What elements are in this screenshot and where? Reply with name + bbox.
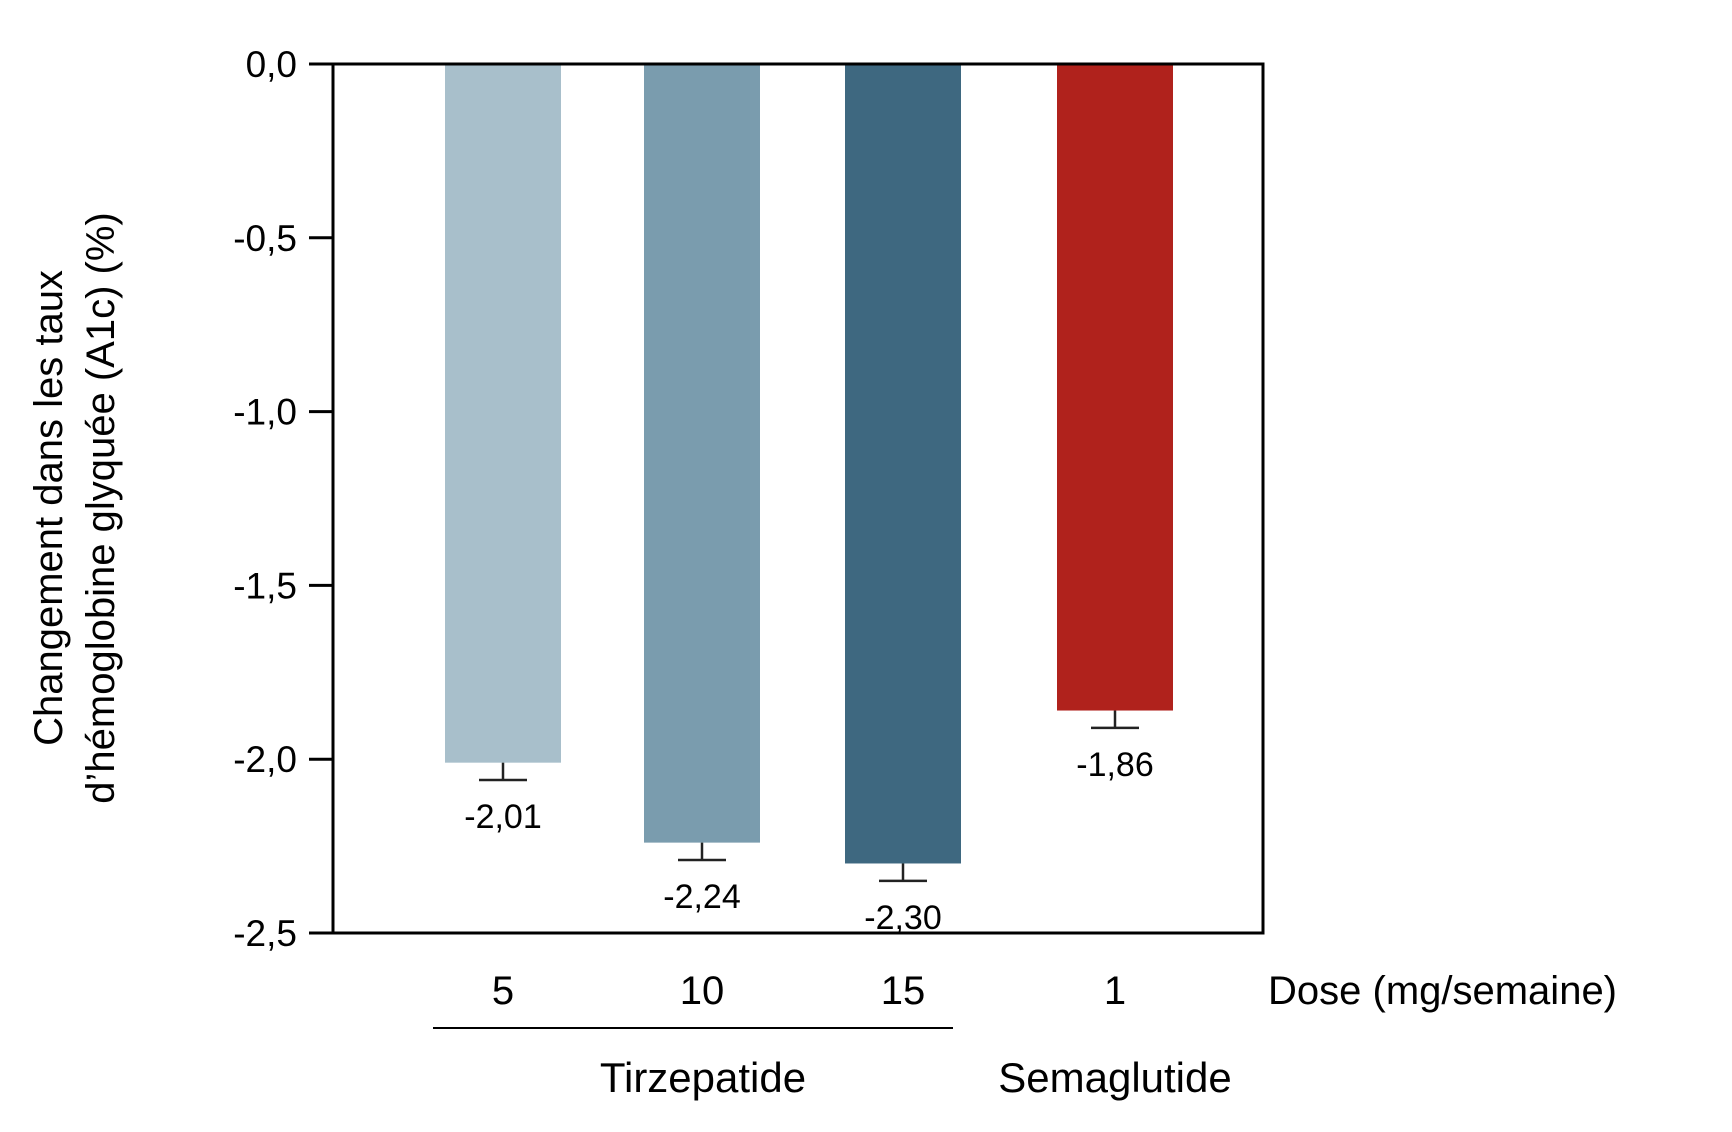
y-tick-label: -1,5 [233,565,297,606]
x-axis-labels: 5 10 15 1 [492,969,1126,1013]
plot-frame [331,62,1265,935]
value-label-0: -2,01 [464,798,542,836]
y-tick-label: -1,0 [233,392,297,433]
y-axis-title-line-2: d’hémoglobine glyquée (A1c) (%) [79,212,123,803]
bars-layer: -2,01 -2,24 -2,30 -1,86 [445,64,1173,937]
x-tick-label: 10 [680,969,725,1013]
x-tick-label: 15 [881,969,926,1013]
bar-3 [1057,64,1173,711]
y-axis-title: Changement dans les taux d’hémoglobine g… [27,212,123,803]
value-label-2: -2,30 [864,899,942,937]
group-label-1: Semaglutide [998,1054,1231,1101]
value-label-1: -2,24 [663,878,741,916]
bar-0 [445,64,561,763]
group-labels: Tirzepatide Semaglutide [433,1027,1232,1101]
error-bar-0 [479,762,527,782]
y-tick-label: -2,5 [233,913,297,954]
y-axis-title-line-1: Changement dans les taux [27,270,71,746]
bar-2 [845,64,961,864]
value-label-3: -1,86 [1076,746,1154,784]
group-label-0: Tirzepatide [600,1054,806,1101]
x-tick-label: 5 [492,969,514,1013]
y-tick-label: -2,0 [233,739,297,780]
y-tick-label: -0,5 [233,218,297,259]
x-axis-title: Dose (mg/semaine) [1268,969,1617,1013]
error-bar-3 [1091,710,1139,730]
error-bar-2 [879,863,927,883]
y-axis-ticks: 0,0 -0,5 -1,0 -1,5 -2,0 -2,5 [233,44,333,954]
bar-1 [644,64,760,843]
x-tick-label: 1 [1104,969,1126,1013]
error-bar-1 [678,842,726,862]
y-tick-label: 0,0 [246,44,297,85]
